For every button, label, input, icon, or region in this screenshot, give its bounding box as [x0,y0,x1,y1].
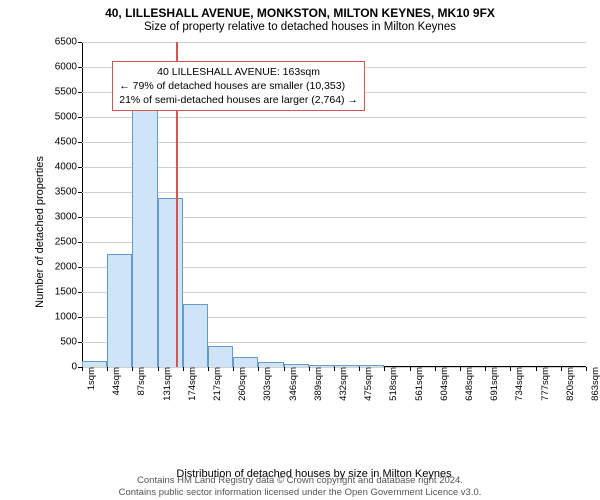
x-tick-mark [183,367,184,371]
x-tick-label: 648sqm [460,367,475,401]
histogram-bar [158,198,183,367]
histogram-bar [359,365,384,367]
x-tick-label: 217sqm [208,367,223,401]
y-tick-mark [78,292,82,293]
x-tick-label: 131sqm [158,367,173,401]
x-tick-label: 561sqm [410,367,425,401]
info-box: 40 LILLESHALL AVENUE: 163sqm← 79% of det… [112,61,365,112]
histogram-bar [132,93,157,368]
x-tick-mark [284,367,285,371]
x-tick-label: 863sqm [586,367,600,401]
histogram-bar [334,365,359,367]
histogram-bar [82,361,107,367]
y-tick-mark [78,317,82,318]
plot-area: 0500100015002000250030003500400045005000… [82,42,586,367]
x-tick-label: 518sqm [384,367,399,401]
x-tick-mark [334,367,335,371]
histogram-bar [258,362,283,367]
info-box-line: 40 LILLESHALL AVENUE: 163sqm [119,65,358,79]
x-tick-mark [460,367,461,371]
page-subtitle: Size of property relative to detached ho… [0,20,600,33]
y-tick-mark [78,342,82,343]
x-tick-mark [536,367,537,371]
gridline [82,42,586,43]
x-tick-label: 174sqm [183,367,198,401]
y-tick-mark [78,67,82,68]
footer-line-2: Contains public sector information licen… [0,487,600,498]
histogram-bar [284,364,309,368]
x-tick-label: 260sqm [233,367,248,401]
histogram-bar [233,357,258,367]
histogram-bar [183,304,208,367]
y-tick-mark [78,192,82,193]
x-tick-mark [384,367,385,371]
y-axis-label: Number of detached properties [34,156,46,308]
x-tick-mark [410,367,411,371]
x-tick-mark [359,367,360,371]
y-tick-mark [78,117,82,118]
gridline [82,167,586,168]
footer-attribution: Contains HM Land Registry data © Crown c… [0,475,600,498]
y-tick-mark [78,217,82,218]
histogram-bar [309,365,334,367]
gridline [82,142,586,143]
info-box-line: ← 79% of detached houses are smaller (10… [119,79,358,93]
x-tick-mark [510,367,511,371]
x-tick-label: 44sqm [107,367,122,396]
y-tick-mark [78,92,82,93]
x-tick-label: 303sqm [258,367,273,401]
y-tick-mark [78,167,82,168]
x-tick-label: 691sqm [485,367,500,401]
x-tick-label: 432sqm [334,367,349,401]
x-tick-label: 346sqm [284,367,299,401]
y-tick-mark [78,267,82,268]
x-tick-label: 820sqm [561,367,576,401]
x-tick-label: 777sqm [536,367,551,401]
x-tick-mark [309,367,310,371]
x-tick-mark [82,367,83,371]
x-tick-mark [158,367,159,371]
x-tick-label: 734sqm [510,367,525,401]
histogram-bar [107,254,132,367]
chart-container: Number of detached properties 0500100015… [42,42,586,422]
x-tick-mark [208,367,209,371]
histogram-bar [208,346,233,367]
y-axis [82,42,83,367]
x-tick-label: 475sqm [359,367,374,401]
info-box-line: 21% of semi-detached houses are larger (… [119,93,358,107]
gridline [82,117,586,118]
x-tick-mark [485,367,486,371]
y-tick-mark [78,42,82,43]
x-tick-mark [233,367,234,371]
page-title-address: 40, LILLESHALL AVENUE, MONKSTON, MILTON … [0,0,600,20]
x-tick-label: 1sqm [82,367,97,390]
y-tick-mark [78,242,82,243]
x-tick-mark [258,367,259,371]
gridline [82,192,586,193]
x-tick-mark [586,367,587,371]
x-tick-mark [435,367,436,371]
x-tick-mark [561,367,562,371]
x-tick-label: 604sqm [435,367,450,401]
x-tick-label: 87sqm [132,367,147,396]
x-tick-mark [107,367,108,371]
footer-line-1: Contains HM Land Registry data © Crown c… [0,475,600,486]
x-tick-mark [132,367,133,371]
y-tick-mark [78,142,82,143]
x-tick-label: 389sqm [309,367,324,401]
